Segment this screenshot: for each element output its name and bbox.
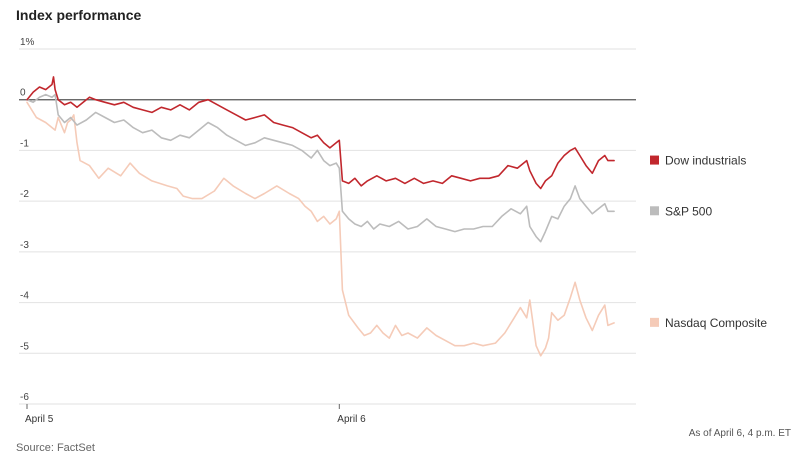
legend-label-s-p-500: S&P 500 (665, 204, 712, 218)
legend-swatch-s-p-500 (650, 206, 659, 216)
y-tick-label: -1 (20, 138, 29, 149)
y-tick-label: -2 (20, 189, 29, 200)
series-line-s-p-500 (26, 93, 615, 243)
legend-label-dow-industrials: Dow industrials (665, 154, 746, 168)
source-note: Source: FactSet (16, 442, 95, 454)
y-tick-label: 1% (20, 37, 35, 48)
y-tick-label: 0 (20, 88, 26, 99)
legend-label-nasdaq-composite: Nasdaq Composite (665, 316, 767, 330)
legend-swatch-nasdaq-composite (650, 317, 659, 327)
x-tick-label: April 5 (25, 414, 54, 425)
x-tick-label: April 6 (337, 414, 366, 425)
y-tick-label: -6 (20, 392, 29, 403)
y-tick-label: -3 (20, 240, 29, 251)
y-tick-label: -4 (20, 291, 29, 302)
series-line-nasdaq-composite (26, 101, 615, 357)
legend-swatch-dow-industrials (650, 155, 659, 165)
chart-title: Index performance (16, 7, 142, 23)
as-of-note: As of April 6, 4 p.m. ET (688, 428, 791, 439)
y-tick-label: -5 (20, 341, 29, 352)
series-line-dow-industrials (26, 76, 615, 190)
